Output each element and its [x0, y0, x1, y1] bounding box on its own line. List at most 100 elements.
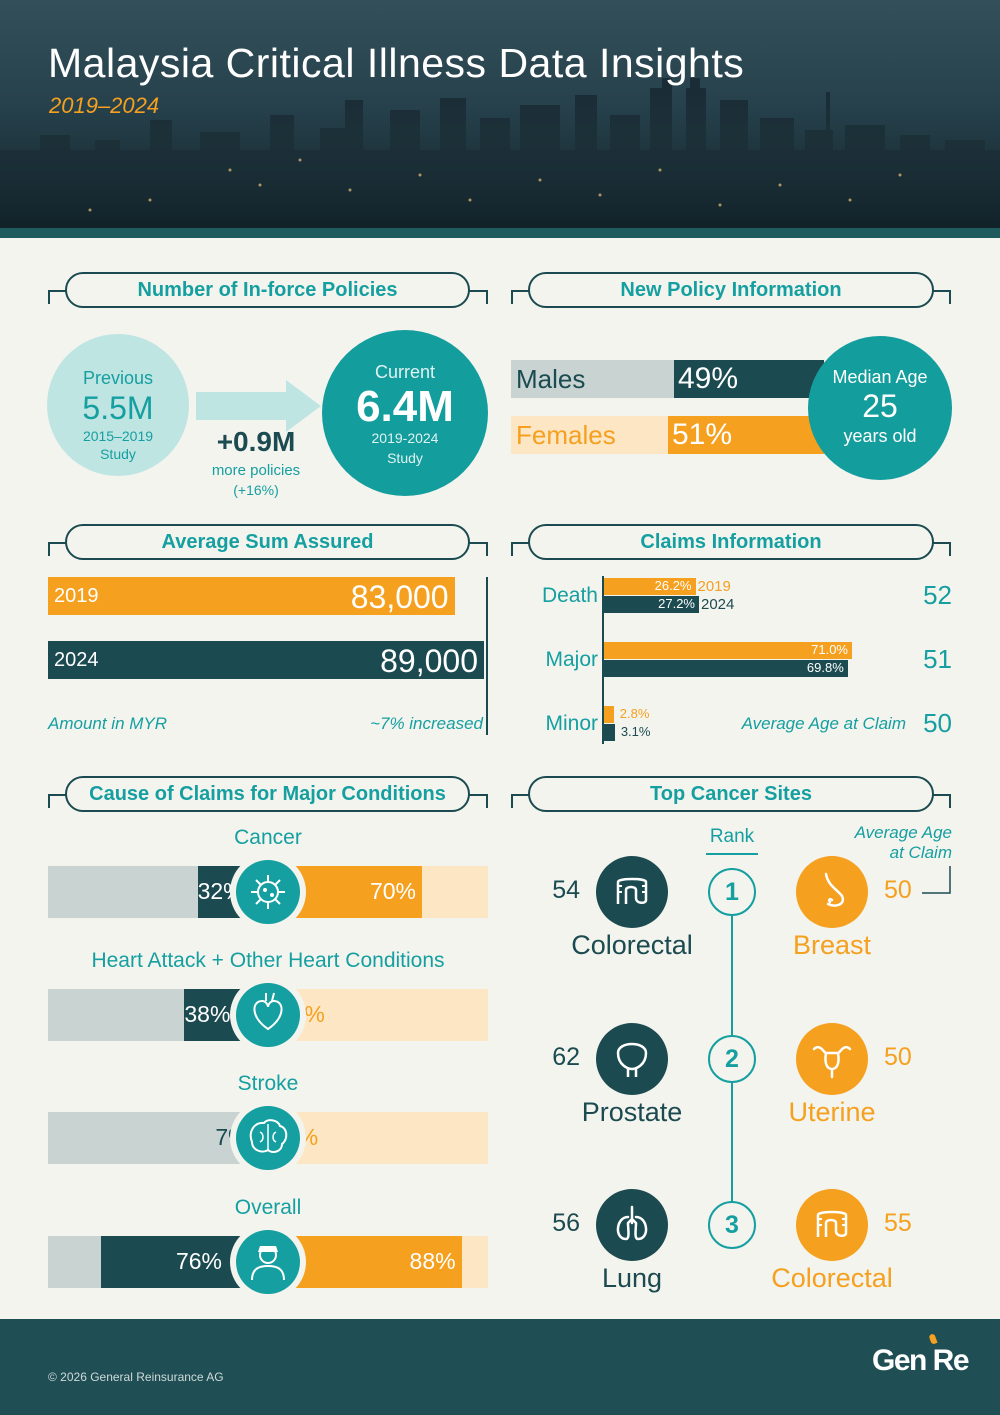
- condition-label: Overall: [234, 1196, 302, 1219]
- sum-assured-axis-line: [486, 577, 488, 735]
- male-avg-age: 54: [552, 876, 580, 904]
- claims-value-2024: 69.8%: [806, 660, 844, 675]
- condition-value-left: 7%: [48, 1124, 248, 1151]
- males-label: Males: [516, 364, 586, 394]
- condition-label: Cancer: [234, 826, 302, 849]
- median-age-value: 25: [862, 388, 898, 424]
- males-pct: 49%: [678, 362, 739, 395]
- section-rule-tick: [48, 794, 50, 808]
- change-value: +0.9M: [216, 426, 296, 457]
- change-pct: (+16%): [233, 482, 279, 498]
- brain-icon: [236, 1106, 300, 1170]
- previous-label: Previous: [82, 368, 154, 388]
- claims-bar-2019: [604, 578, 696, 595]
- sum-assured-year-label: 2019: [54, 585, 99, 607]
- uterus-icon: [796, 1023, 868, 1095]
- claims-axis-line: [602, 576, 604, 744]
- legend-2024: 2024: [701, 596, 735, 613]
- section-title-cancer-sites: Top Cancer Sites: [528, 776, 934, 812]
- rank-underline: [706, 853, 758, 855]
- median-age-circle: [808, 336, 952, 480]
- sum-assured-bar-2024: [48, 641, 484, 679]
- intestine-icon: [596, 856, 668, 928]
- section-rule-tick: [486, 290, 488, 304]
- genre-logo: Gen Re: [872, 1344, 970, 1377]
- virus-icon: [236, 860, 300, 924]
- males-pct-bar: [674, 360, 824, 398]
- section-rule-tick: [486, 542, 488, 556]
- claims-category-label: Death: [541, 584, 598, 607]
- sum-assured-year-label: 2024: [54, 649, 99, 671]
- section-rule-tick: [949, 794, 951, 808]
- section-rule-tick: [511, 794, 513, 808]
- section-rule-tick: [48, 290, 50, 304]
- males-label-bar: [511, 360, 674, 398]
- condition-value-left: 38%: [184, 1001, 231, 1027]
- previous-policies-circle: [47, 334, 189, 476]
- condition-value-left: 76%: [175, 1248, 222, 1274]
- current-period: 2019-2024: [371, 430, 439, 446]
- male-avg-age: 62: [552, 1043, 580, 1071]
- current-policies-circle: [322, 330, 488, 496]
- claims-value-2019: 71.0%: [811, 642, 848, 657]
- avg-age-value: 50: [923, 708, 952, 738]
- claims-value-2019: 2.8%: [619, 706, 650, 721]
- claims-bar-2019: [604, 706, 614, 723]
- avg-age-value: 51: [923, 644, 952, 674]
- avg-age-label-line1: Average Age: [854, 823, 952, 842]
- person-icon: [236, 1230, 300, 1294]
- current-label: Current: [374, 362, 436, 382]
- claims-bar-2024: [604, 660, 848, 677]
- condition-label: Heart Attack + Other Heart Conditions: [91, 949, 445, 972]
- condition-value-right: 70%: [369, 878, 416, 904]
- section-title-new-policy: New Policy Information: [528, 272, 934, 308]
- section-rule-tick: [511, 542, 513, 556]
- sum-assured-note-right: ~7% increased: [370, 714, 483, 733]
- rank-badge: 2: [708, 1035, 756, 1083]
- previous-value: 5.5M: [82, 390, 154, 426]
- claims-category-label: Major: [545, 648, 598, 671]
- avg-age-label-line2: at Claim: [889, 843, 952, 862]
- female-avg-age: 50: [884, 1043, 912, 1071]
- header-band: [0, 228, 1000, 238]
- claims-category-label: Minor: [545, 712, 598, 735]
- section-rule-tick: [486, 794, 488, 808]
- rank-label: Rank: [709, 826, 755, 847]
- median-age-label: Median Age: [832, 367, 928, 387]
- previous-study: Study: [100, 446, 136, 462]
- avg-age-at-claim-label: Average Age at Claim: [741, 714, 906, 733]
- sum-assured-value-label: 89,000: [380, 643, 478, 679]
- avg-age-value: 52: [923, 580, 952, 610]
- section-rule-tick: [511, 290, 513, 304]
- page-subtitle: 2019–2024: [49, 93, 160, 118]
- female-avg-age: 55: [884, 1209, 912, 1237]
- copyright: © 2026 General Reinsurance AG: [48, 1370, 224, 1384]
- rank-badge: 3: [708, 1201, 756, 1249]
- male-cancer-site: Lung: [601, 1263, 663, 1293]
- claims-bar-2024: [604, 596, 699, 613]
- section-title-inforce: Number of In-force Policies: [65, 272, 470, 308]
- male-cancer-site: Colorectal: [571, 930, 693, 960]
- females-pct: 51%: [672, 418, 733, 451]
- breast-icon: [796, 856, 868, 928]
- current-value: 6.4M: [356, 382, 454, 431]
- section-title-claims: Claims Information: [528, 524, 934, 560]
- current-study: Study: [387, 450, 423, 466]
- females-label-bar: [511, 416, 668, 454]
- increase-arrow-icon: [196, 380, 321, 432]
- claims-bar-2019: [604, 642, 852, 659]
- prostate-icon: [596, 1023, 668, 1095]
- condition-label: Stroke: [237, 1072, 299, 1095]
- header-banner: [0, 0, 1000, 238]
- claims-value-2024: 3.1%: [620, 724, 651, 739]
- females-label: Females: [516, 420, 616, 450]
- section-rule-tick: [949, 542, 951, 556]
- previous-period: 2015–2019: [82, 428, 154, 444]
- section-rule-tick: [48, 542, 50, 556]
- legend-2019: 2019: [697, 578, 731, 595]
- avg-age-pointer-line: [922, 866, 951, 894]
- city-skyline-image: [0, 78, 1000, 238]
- lungs-icon: [596, 1189, 668, 1261]
- page-title: Malaysia Critical Illness Data Insights: [48, 40, 745, 86]
- sum-assured-note-left: Amount in MYR: [48, 714, 168, 733]
